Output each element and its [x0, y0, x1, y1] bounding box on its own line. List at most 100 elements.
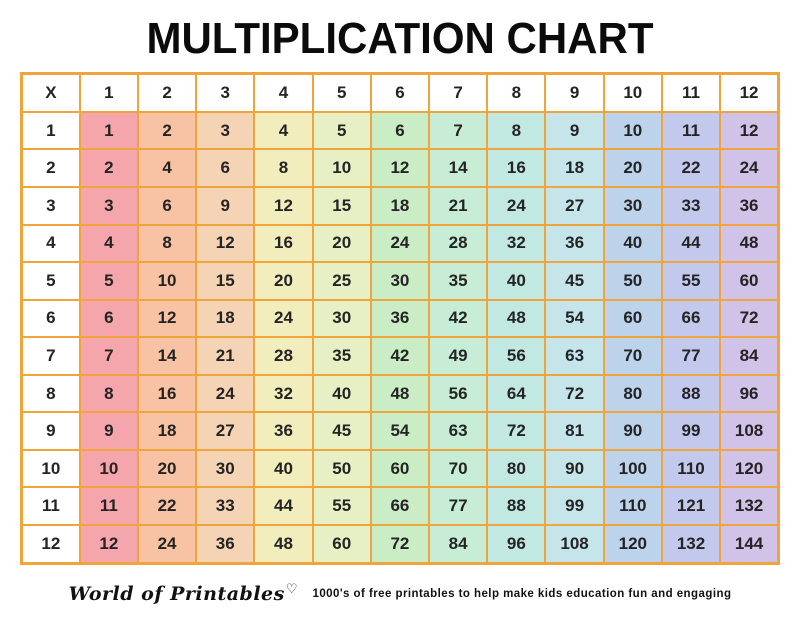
table-cell: 8 [136, 223, 198, 264]
table-cell: 4 [253, 110, 314, 151]
row-header: 2 [20, 148, 81, 188]
table-row: 9 9 18 27 36 45 54 63 72 81 90 99 108 [20, 411, 780, 451]
table-cell: 50 [602, 261, 663, 301]
table-cell: 12 [78, 523, 139, 565]
table-cell: 30 [602, 186, 663, 226]
table-row: 1 1 2 3 4 5 6 7 8 9 10 11 12 [20, 110, 780, 151]
table-cell: 4 [78, 223, 139, 264]
table-cell: 60 [719, 261, 780, 301]
table-cell: 45 [544, 261, 605, 301]
table-cell: 44 [253, 486, 314, 526]
table-cell: 55 [311, 486, 372, 526]
table-cell: 144 [719, 523, 780, 565]
table-cell: 27 [544, 186, 605, 226]
heart-icon: ♡ [285, 581, 298, 596]
table-cell: 60 [369, 448, 431, 489]
table-cell: 20 [311, 223, 372, 264]
row-header: 4 [20, 223, 81, 264]
table-cell: 15 [311, 186, 372, 226]
table-cell: 54 [544, 298, 605, 339]
table-cell: 12 [369, 148, 431, 188]
table-cell: 48 [253, 523, 314, 565]
table-cell: 56 [486, 336, 547, 376]
column-header: 6 [369, 72, 431, 113]
table-cell: 63 [428, 411, 489, 451]
column-header: 12 [719, 72, 780, 113]
table-cell: 84 [428, 523, 489, 565]
multiplication-table: X 1 2 3 4 5 6 7 8 9 10 11 12 1 1 2 3 4 5 6 7 8 9 10 11 12 2 2 4 6 8 10 1… [20, 72, 780, 565]
table-cell: 8 [253, 148, 314, 188]
row-header: 11 [20, 486, 81, 526]
table-cell: 22 [136, 486, 198, 526]
table-cell: 80 [602, 373, 663, 414]
table-row: 11 11 22 33 44 55 66 77 88 99 110 121 132 [20, 486, 780, 526]
table-cell: 16 [253, 223, 314, 264]
table-cell: 35 [311, 336, 372, 376]
brand-logo: World of Printables♡ [69, 581, 298, 605]
table-cell: 11 [660, 110, 722, 151]
table-cell: 72 [369, 523, 431, 565]
table-cell: 24 [136, 523, 198, 565]
column-header: 2 [136, 72, 198, 113]
table-cell: 132 [660, 523, 722, 565]
table-cell: 64 [486, 373, 547, 414]
table-cell: 8 [78, 373, 139, 414]
table-cell: 24 [719, 148, 780, 188]
table-cell: 96 [486, 523, 547, 565]
table-cell: 40 [253, 448, 314, 489]
table-cell: 36 [195, 523, 256, 565]
table-cell: 12 [136, 298, 198, 339]
row-header: 5 [20, 261, 81, 301]
table-row: 5 5 10 15 20 25 30 35 40 45 50 55 60 [20, 261, 780, 301]
table-cell: 48 [369, 373, 431, 414]
table-cell: 36 [544, 223, 605, 264]
table-cell: 20 [602, 148, 663, 188]
table-cell: 14 [428, 148, 489, 188]
table-cell: 42 [428, 298, 489, 339]
table-cell: 88 [486, 486, 547, 526]
table-cell: 45 [311, 411, 372, 451]
table-cell: 60 [602, 298, 663, 339]
table-cell: 18 [369, 186, 431, 226]
table-cell: 96 [719, 373, 780, 414]
table-cell: 27 [195, 411, 256, 451]
table-cell: 4 [136, 148, 198, 188]
footer-tagline: 1000's of free printables to help make k… [312, 588, 732, 600]
table-row: 2 2 4 6 8 10 12 14 16 18 20 22 24 [20, 148, 780, 188]
table-cell: 80 [486, 448, 547, 489]
column-header: 8 [486, 72, 547, 113]
table-cell: 24 [369, 223, 431, 264]
table-cell: 3 [78, 186, 139, 226]
table-cell: 21 [195, 336, 256, 376]
table-cell: 66 [660, 298, 722, 339]
table-cell: 18 [544, 148, 605, 188]
column-header: 1 [78, 72, 139, 113]
table-cell: 9 [78, 411, 139, 451]
table-cell: 108 [544, 523, 605, 565]
table-cell: 77 [428, 486, 489, 526]
table-cell: 30 [195, 448, 256, 489]
table-cell: 121 [660, 486, 722, 526]
table-cell: 10 [78, 448, 139, 489]
table-cell: 108 [719, 411, 780, 451]
table-row: 6 6 12 18 24 30 36 42 48 54 60 66 72 [20, 298, 780, 339]
table-cell: 10 [136, 261, 198, 301]
table-row: 7 7 14 21 28 35 42 49 56 63 70 77 84 [20, 336, 780, 376]
column-header: 10 [602, 72, 663, 113]
table-cell: 36 [253, 411, 314, 451]
table-cell: 36 [369, 298, 431, 339]
table-cell: 90 [602, 411, 663, 451]
table-cell: 14 [136, 336, 198, 376]
table-cell: 120 [602, 523, 663, 565]
table-cell: 10 [602, 110, 663, 151]
column-header: 5 [311, 72, 372, 113]
row-header: 6 [20, 298, 81, 339]
table-cell: 36 [719, 186, 780, 226]
page-title: MULTIPLICATION CHART [146, 13, 654, 63]
table-cell: 35 [428, 261, 489, 301]
table-cell: 70 [428, 448, 489, 489]
table-cell: 84 [719, 336, 780, 376]
column-header: 11 [660, 72, 722, 113]
table-cell: 16 [136, 373, 198, 414]
table-cell: 30 [369, 261, 431, 301]
